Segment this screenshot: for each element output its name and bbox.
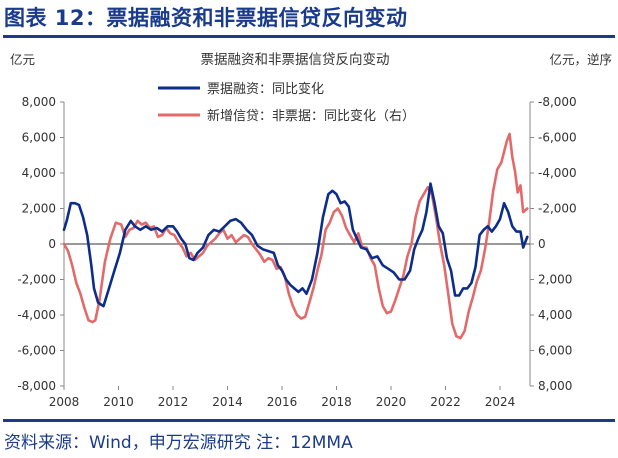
left-tick-label: -2,000 (17, 273, 56, 287)
left-tick-label: 4,000 (22, 166, 56, 180)
x-axis-ticks: 2008 2010 2012 2014 2016 2018 2020 2022 2024 (49, 386, 516, 409)
x-tick-label: 2012 (158, 395, 189, 409)
left-tick-label: 2,000 (22, 202, 56, 216)
right-tick-label: 0 (538, 237, 546, 251)
series-layer (62, 132, 529, 340)
x-tick-label: 2014 (212, 395, 243, 409)
source-rule (3, 419, 615, 422)
left-tick-label: 8,000 (22, 95, 56, 109)
legend: 票据融资：同比变化 新增信贷：非票据：同比变化（右） (158, 81, 415, 124)
x-tick-label: 2008 (49, 395, 80, 409)
legend-label-non-bill-credit: 新增信贷：非票据：同比变化（右） (207, 108, 415, 124)
right-tick-label: 2,000 (538, 273, 572, 287)
source-note: 资料来源：Wind，申万宏源研究 注：12MMA (4, 433, 353, 453)
right-axis-ticks: -8,000 -6,000 -4,000 -2,000 0 2,000 4,000 6,000… (530, 95, 577, 393)
right-tick-label: -2,000 (538, 202, 577, 216)
series-line-bill-financing (62, 182, 529, 308)
chart: 票据融资和非票据信贷反向变动 亿元 亿元，逆序 票据融资：同比变化 新增信贷：非… (0, 38, 618, 416)
x-tick-label: 2018 (321, 395, 352, 409)
x-tick-label: 2010 (103, 395, 134, 409)
left-tick-label: -4,000 (17, 308, 56, 322)
left-tick-label: 0 (48, 237, 56, 251)
figure-title: 图表 12：票据融资和非票据信贷反向变动 (4, 6, 408, 30)
right-tick-label: -6,000 (538, 131, 577, 145)
left-unit-label: 亿元 (10, 52, 35, 67)
right-tick-label: -4,000 (538, 166, 577, 180)
right-tick-label: -8,000 (538, 95, 577, 109)
left-tick-label: 6,000 (22, 131, 56, 145)
legend-label-bill-financing: 票据融资：同比变化 (207, 81, 324, 97)
chart-title: 票据融资和非票据信贷反向变动 (201, 52, 390, 68)
x-tick-label: 2020 (376, 395, 407, 409)
right-tick-label: 4,000 (538, 308, 572, 322)
chart-background (0, 38, 618, 416)
x-tick-label: 2022 (430, 395, 461, 409)
left-axis-ticks: 8,000 6,000 4,000 2,000 0 -2,000 -4,000 -6,000 -… (17, 95, 64, 393)
title-rule (3, 35, 615, 38)
x-tick-label: 2016 (267, 395, 298, 409)
left-tick-label: -8,000 (17, 379, 56, 393)
right-unit-label: 亿元，逆序 (549, 52, 612, 67)
right-tick-label: 8,000 (538, 379, 572, 393)
series-line-non-bill-credit (62, 132, 529, 340)
x-tick-label: 2024 (485, 395, 516, 409)
right-tick-label: 6,000 (538, 344, 572, 358)
left-tick-label: -6,000 (17, 344, 56, 358)
